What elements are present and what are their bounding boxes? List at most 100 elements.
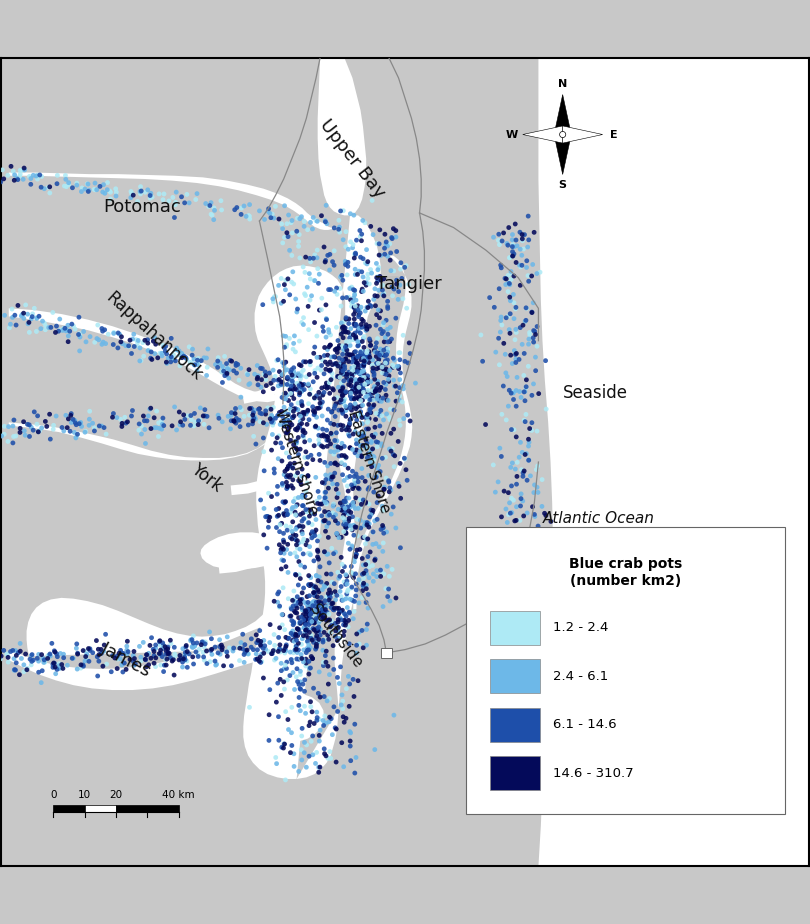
Point [282, 393, 295, 407]
Point [337, 592, 350, 607]
Point [177, 651, 190, 666]
Point [335, 383, 348, 398]
Point [363, 448, 376, 463]
Point [343, 334, 356, 348]
Point [302, 568, 315, 583]
Point [346, 399, 359, 414]
Point [336, 388, 349, 403]
Point [23, 315, 36, 330]
Point [232, 413, 245, 428]
Point [348, 325, 361, 340]
Point [373, 419, 386, 433]
Point [381, 352, 394, 367]
Point [229, 359, 242, 373]
Point [277, 328, 290, 343]
Point [134, 353, 147, 368]
Point [220, 366, 233, 381]
Point [315, 381, 328, 395]
Point [346, 464, 359, 479]
Point [514, 390, 527, 405]
Point [273, 642, 286, 657]
Point [157, 664, 170, 679]
Point [402, 277, 415, 292]
Point [342, 461, 355, 476]
Point [500, 272, 513, 286]
Point [305, 650, 318, 664]
Point [336, 498, 349, 513]
Point [2, 650, 15, 664]
Point [156, 650, 168, 664]
Point [361, 450, 374, 465]
Point [505, 266, 518, 281]
Point [249, 627, 262, 642]
Point [295, 359, 308, 373]
Point [365, 193, 378, 208]
Point [315, 429, 328, 444]
Point [355, 353, 368, 368]
Point [280, 216, 293, 231]
Point [321, 547, 334, 562]
Point [253, 401, 266, 416]
Point [344, 206, 357, 221]
Point [329, 592, 342, 607]
Point [349, 491, 362, 505]
Point [278, 495, 291, 510]
Point [269, 289, 282, 304]
Point [301, 623, 313, 638]
Point [356, 334, 369, 349]
Point [380, 347, 393, 362]
Point [205, 207, 218, 222]
Point [301, 468, 314, 483]
Point [276, 236, 289, 250]
Point [9, 663, 22, 677]
Point [363, 276, 376, 291]
Point [343, 491, 356, 505]
Point [31, 650, 44, 665]
Point [293, 385, 306, 400]
Point [351, 364, 364, 379]
Point [307, 585, 320, 600]
Point [292, 578, 305, 592]
Point [310, 705, 323, 720]
Point [82, 641, 95, 656]
Point [297, 219, 310, 234]
Point [359, 320, 372, 334]
Point [308, 623, 321, 638]
Point [181, 660, 194, 675]
Point [330, 624, 343, 638]
Point [337, 359, 350, 374]
Point [288, 603, 301, 618]
Point [217, 364, 230, 379]
Point [322, 480, 335, 495]
Point [372, 389, 385, 404]
Point [364, 401, 377, 416]
Point [191, 358, 204, 372]
Point [206, 208, 219, 223]
Point [327, 392, 340, 407]
Point [352, 596, 365, 611]
Point [76, 658, 89, 673]
Point [346, 348, 359, 363]
Point [309, 213, 322, 228]
Point [349, 298, 362, 313]
Point [245, 401, 258, 416]
Point [277, 526, 290, 541]
Point [514, 487, 527, 502]
Point [326, 469, 339, 484]
Point [311, 544, 324, 559]
Point [23, 325, 36, 340]
Point [228, 406, 241, 420]
Point [340, 400, 353, 415]
Point [373, 260, 386, 274]
Point [336, 564, 349, 578]
Point [365, 390, 378, 405]
Point [306, 651, 319, 666]
Point [388, 353, 401, 368]
Point [294, 371, 307, 386]
Point [342, 419, 355, 434]
Point [294, 442, 307, 456]
Point [311, 711, 324, 725]
Point [339, 385, 352, 400]
Point [296, 405, 309, 419]
Point [215, 193, 228, 208]
